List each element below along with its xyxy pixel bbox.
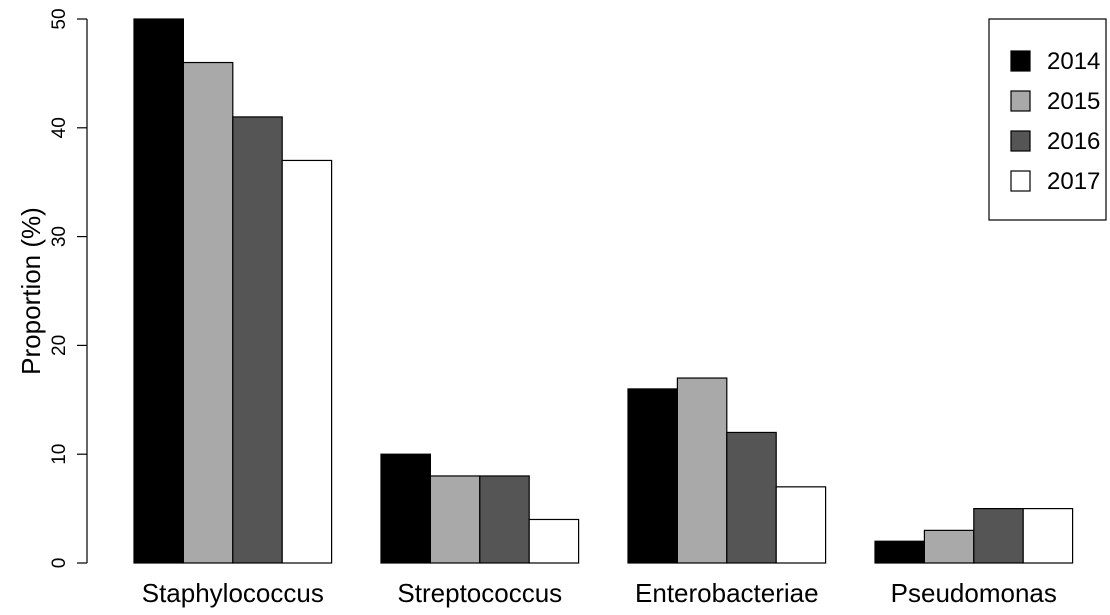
category-label-streptococcus: Streptococcus bbox=[397, 578, 562, 608]
bar-staphylococcus-2016 bbox=[232, 116, 283, 564]
category-labels: Staphylococcus Streptococcus Enterobacteri… bbox=[142, 578, 1057, 608]
category-label-staphylococcus: Staphylococcus bbox=[142, 578, 324, 608]
y-tick-label-30: 30 bbox=[49, 226, 70, 247]
bar-streptococcus-2014 bbox=[380, 453, 432, 564]
legend-box bbox=[988, 18, 1107, 221]
category-label-enterobacteriae: Enterobacteriae bbox=[635, 578, 819, 608]
bar-enterobacteriae-2015 bbox=[676, 377, 728, 564]
category-label-pseudomonas: Pseudomonas bbox=[891, 578, 1057, 608]
legend-swatch-2015 bbox=[1010, 90, 1031, 112]
bars-layer bbox=[133, 18, 1074, 564]
y-tick-label-20: 20 bbox=[49, 335, 70, 356]
y-axis-title: Proportion (%) bbox=[16, 207, 46, 375]
legend-swatch-2017 bbox=[1010, 170, 1031, 192]
bar-enterobacteriae-2014 bbox=[627, 388, 679, 564]
bar-staphylococcus-2015 bbox=[182, 61, 234, 564]
legend-swatch-2014 bbox=[1010, 50, 1031, 72]
bar-staphylococcus-2014 bbox=[133, 18, 185, 564]
legend-swatch-2016 bbox=[1010, 130, 1031, 152]
bar-streptococcus-2015 bbox=[429, 475, 481, 564]
bar-streptococcus-2016 bbox=[479, 475, 530, 564]
bar-streptococcus-2017 bbox=[528, 518, 580, 564]
y-tick-label-0: 0 bbox=[49, 558, 70, 569]
y-axis: 0 10 20 30 40 50 bbox=[49, 8, 88, 569]
y-tick-label-40: 40 bbox=[49, 117, 70, 138]
legend-label-2017: 2017 bbox=[1047, 168, 1100, 195]
legend-label-2016: 2016 bbox=[1047, 128, 1100, 155]
bar-enterobacteriae-2016 bbox=[726, 431, 777, 564]
bar-enterobacteriae-2017 bbox=[775, 486, 827, 564]
legend: 2014 2015 2016 2017 bbox=[988, 18, 1107, 221]
bar-pseudomonas-2014 bbox=[874, 540, 926, 564]
y-tick-label-10: 10 bbox=[49, 444, 70, 465]
legend-label-2015: 2015 bbox=[1047, 88, 1100, 115]
bar-pseudomonas-2016 bbox=[973, 508, 1024, 564]
bar-pseudomonas-2017 bbox=[1022, 508, 1074, 564]
bar-pseudomonas-2015 bbox=[923, 529, 975, 564]
legend-label-2014: 2014 bbox=[1047, 48, 1100, 75]
y-tick-label-50: 50 bbox=[49, 8, 70, 29]
bar-staphylococcus-2017 bbox=[281, 159, 333, 564]
